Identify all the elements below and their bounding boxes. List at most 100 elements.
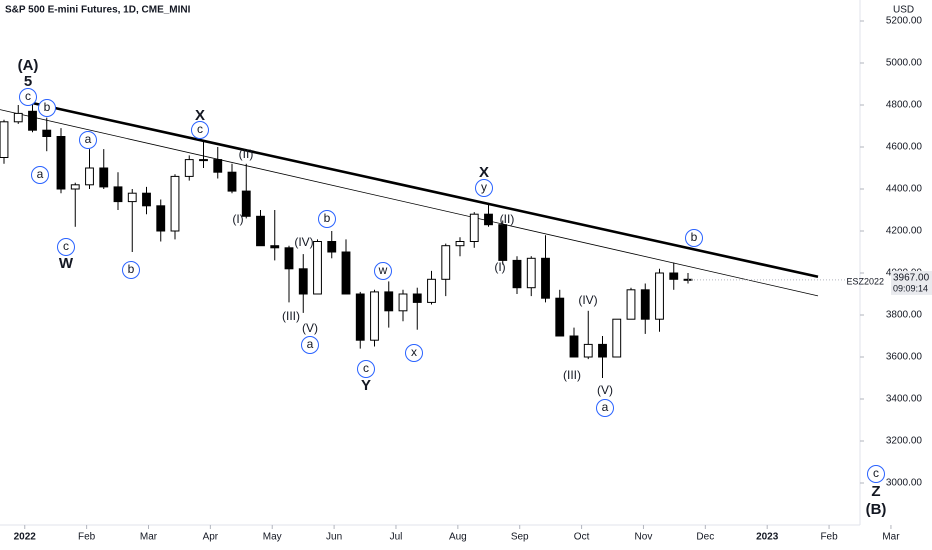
y-tick-label: 3800.00 — [886, 310, 923, 321]
wave-circle — [685, 229, 703, 247]
candle-body — [284, 247, 294, 270]
price-tag: 3967.00 — [893, 273, 930, 284]
candle-body — [28, 110, 37, 131]
wave-label: W — [59, 255, 74, 272]
trendline — [0, 109, 819, 297]
x-tick-label: Nov — [635, 532, 653, 543]
candle-body — [612, 318, 622, 358]
wave-circle — [357, 360, 375, 378]
wave-label: x — [411, 345, 417, 359]
wave-circle — [318, 210, 336, 228]
countdown: 09:09:14 — [893, 283, 928, 293]
x-tick-label: Feb — [820, 532, 838, 543]
wave-label: a — [37, 167, 44, 181]
candle-body — [555, 297, 565, 337]
wave-label: Y — [361, 377, 371, 394]
candle-body — [370, 291, 379, 341]
wave-circle — [374, 262, 392, 280]
wave-label: (I) — [232, 212, 243, 226]
y-tick-label: 3000.00 — [886, 478, 923, 489]
candle-body — [70, 184, 80, 190]
x-tick-label: Jul — [390, 532, 403, 543]
y-tick-label: 4200.00 — [886, 226, 923, 237]
candle-body — [669, 272, 679, 280]
wave-label: (I) — [494, 260, 505, 274]
wave-label: c — [63, 239, 69, 253]
wave-circle — [405, 344, 423, 362]
x-tick-label: 2023 — [756, 532, 779, 543]
wave-label: y — [481, 180, 487, 194]
wave-label: (II) — [239, 147, 254, 161]
candle-body — [427, 278, 436, 303]
candle-body — [156, 205, 166, 232]
y-tick-label: 4600.00 — [886, 142, 923, 153]
x-tick-label: Mar — [882, 532, 900, 543]
wave-circle — [475, 179, 493, 197]
wave-label: X — [195, 107, 205, 124]
trendline — [29, 101, 819, 279]
candle-body — [541, 257, 550, 299]
candle-body — [199, 159, 208, 162]
candle-body — [298, 268, 308, 295]
grid — [24, 20, 892, 529]
candle-body — [441, 245, 451, 280]
price-tag-bg — [891, 270, 932, 295]
x-tick-label: Aug — [449, 532, 467, 543]
candle-body — [113, 186, 123, 203]
x-tick-label: Jun — [326, 532, 342, 543]
wave-label: a — [307, 337, 314, 351]
wave-label: b — [691, 230, 698, 244]
wave-label: 5 — [24, 73, 32, 90]
x-tick-label: Oct — [574, 532, 590, 543]
candle-body — [241, 190, 251, 217]
wave-label: b — [324, 211, 331, 225]
wave-circle — [596, 399, 614, 417]
wave-label: X — [479, 164, 489, 181]
candle-body — [341, 251, 351, 295]
trendlines — [0, 101, 819, 297]
wave-circle — [867, 465, 885, 483]
wave-label: (V) — [302, 321, 318, 335]
x-tick-label: Apr — [203, 532, 219, 543]
wave-label: c — [873, 466, 879, 480]
wave-label: b — [44, 100, 51, 114]
wave-label: c — [197, 122, 203, 136]
wave-circle — [19, 88, 37, 106]
candle-body — [213, 159, 223, 173]
candle-body — [85, 167, 94, 186]
y-tick-label: 5000.00 — [886, 58, 923, 69]
candle-body — [569, 335, 579, 358]
wave-label: (IV) — [294, 235, 313, 249]
x-tick-label: May — [263, 532, 282, 543]
wave-circle — [122, 261, 140, 279]
candle-body — [512, 259, 522, 289]
x-tick-label: Mar — [140, 532, 158, 543]
x-tick-label: Sep — [511, 532, 529, 543]
wave-circle — [57, 238, 75, 256]
x-tick-label: 2022 — [14, 532, 37, 543]
currency: USD — [893, 5, 914, 16]
candle-body — [498, 224, 508, 261]
y-tick-label: 3600.00 — [886, 352, 923, 363]
wave-label: (II) — [500, 212, 515, 226]
candle-body — [598, 343, 607, 358]
wave-circle — [79, 131, 97, 149]
wave-label: w — [378, 263, 388, 277]
x-tick-label: Dec — [696, 532, 714, 543]
wave-label: c — [363, 361, 369, 375]
candle-body — [99, 167, 109, 188]
candle-body — [355, 293, 365, 341]
candle-body — [526, 257, 536, 289]
axes: 3000.003200.003400.003600.003800.004000.… — [14, 16, 932, 543]
candle-body — [455, 241, 465, 247]
wave-label: b — [128, 262, 135, 276]
y-tick-label: 3400.00 — [886, 394, 923, 405]
candle-body — [184, 159, 194, 177]
candle-body — [0, 121, 9, 159]
candle-body — [42, 129, 52, 137]
candle-body — [484, 213, 493, 226]
candle-body — [256, 215, 265, 247]
candle-body — [384, 291, 394, 312]
